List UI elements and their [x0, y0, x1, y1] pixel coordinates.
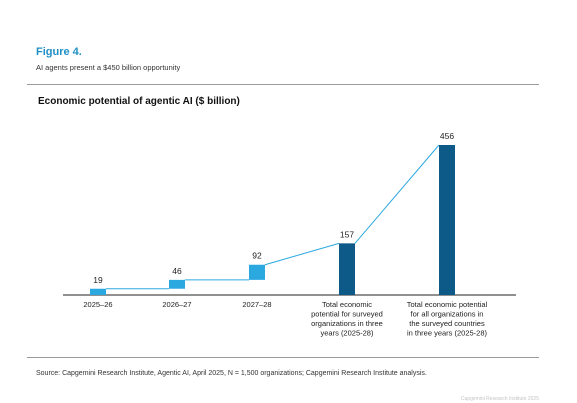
connector-line [264, 242, 340, 266]
bar [249, 264, 265, 280]
value-label: 456 [440, 131, 454, 141]
top-divider [27, 84, 539, 85]
bar [90, 288, 106, 295]
category-label: Total economic potential for surveyed orga… [311, 300, 383, 338]
value-label: 19 [93, 275, 103, 285]
copyright-text: Capgemini Research Institute 2025 [460, 396, 539, 402]
value-label: 157 [340, 229, 354, 239]
category-label: 2027–28 [242, 300, 271, 309]
bottom-divider [27, 357, 539, 358]
source-note: Source: Capgemini Research Institute, Ag… [36, 370, 427, 377]
bar [339, 243, 355, 295]
category-label: 2026–27 [162, 300, 191, 309]
figure-label: Figure 4. [36, 46, 82, 58]
category-label: 2025–26 [83, 300, 112, 309]
category-label: Total economic potential for all organiza… [407, 300, 488, 338]
connector-line [354, 144, 440, 244]
value-label: 46 [172, 266, 182, 276]
value-label: 92 [252, 251, 262, 261]
chart-title: Economic potential of agentic AI ($ bill… [38, 96, 240, 107]
figure-subtitle: AI agents present a $450 billion opportu… [36, 63, 181, 72]
bar [439, 145, 455, 295]
bar [169, 279, 185, 289]
